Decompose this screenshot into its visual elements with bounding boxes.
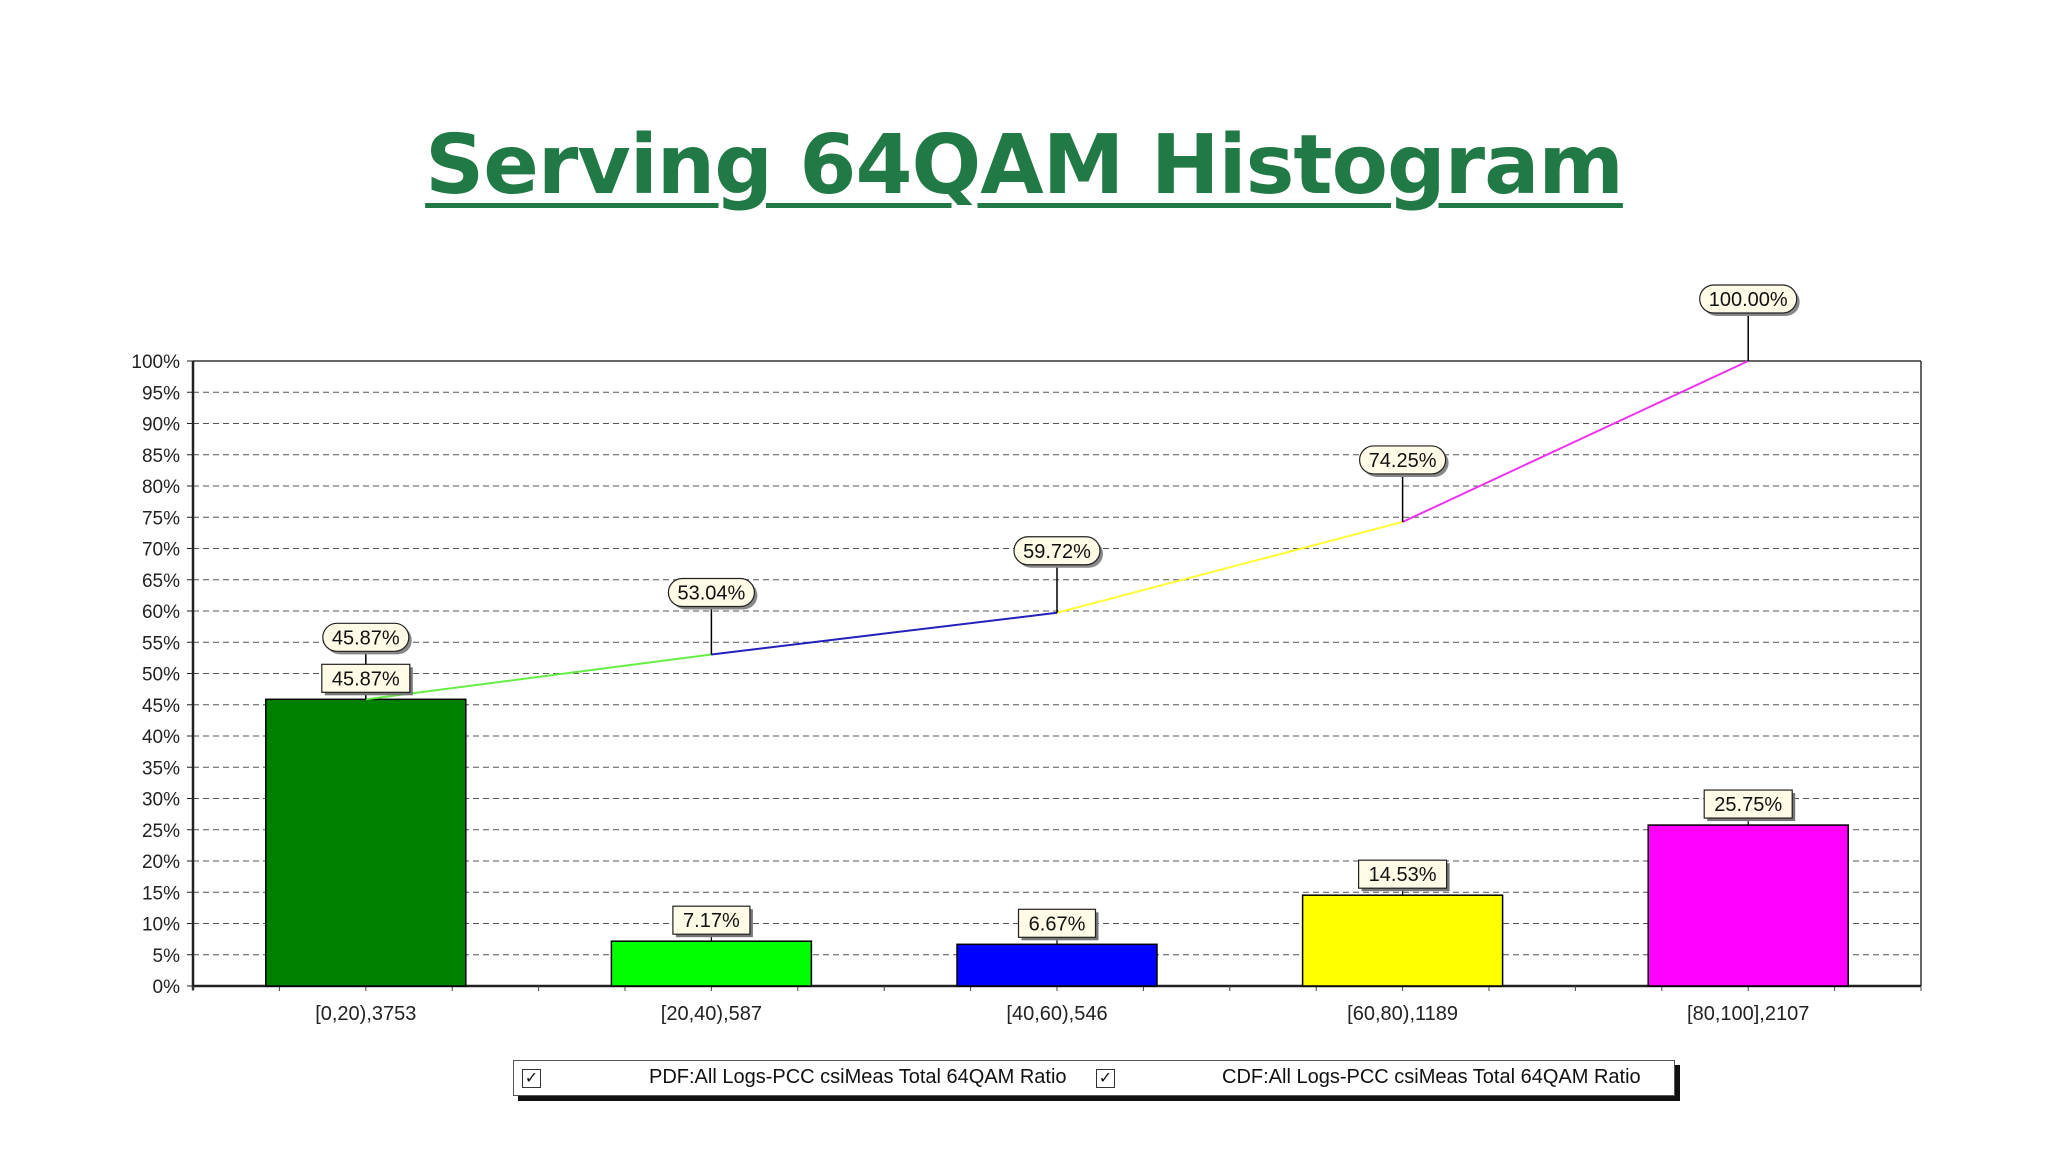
y-tick-label: 70% [142, 540, 180, 561]
y-tick-label: 40% [142, 727, 180, 748]
cdf-data-label: 59.72% [1023, 541, 1091, 563]
cdf-data-label: 100.00% [1709, 289, 1788, 311]
pdf-data-label: 45.87% [332, 668, 400, 690]
cdf-label-box [1013, 536, 1101, 566]
y-tick-label: 80% [142, 477, 180, 498]
x-category-label: [20,40),587 [661, 1003, 762, 1025]
y-tick-label: 55% [142, 633, 180, 654]
pdf-legend-label: PDF:All Logs-PCC csiMeas Total 64QAM Rat… [649, 1066, 1067, 1088]
pdf-label-box [1017, 908, 1097, 938]
cdf-data-label: 53.04% [677, 583, 745, 605]
x-category-label: [0,20),3753 [315, 1003, 416, 1025]
pdf-bar[interactable] [610, 940, 813, 987]
cdf-data-label: 74.25% [1369, 450, 1437, 472]
y-tick-label: 75% [142, 508, 180, 529]
y-tick-label: 60% [142, 602, 180, 623]
y-tick-label: 85% [142, 446, 180, 467]
cdf-data-label: 45.87% [332, 627, 400, 649]
pdf-bar[interactable] [265, 698, 467, 987]
y-tick-label: 10% [142, 915, 180, 936]
cdf-legend-checkbox[interactable]: ✓ [1096, 1069, 1115, 1088]
y-tick-label: 35% [142, 758, 180, 779]
y-tick-label: 50% [142, 665, 180, 686]
y-tick-label: 25% [142, 821, 180, 842]
pdf-label-box [1357, 859, 1448, 889]
y-tick-label: 100% [131, 352, 180, 373]
y-tick-label: 45% [142, 696, 180, 717]
cdf-legend-label: CDF:All Logs-PCC csiMeas Total 64QAM Rat… [1222, 1066, 1641, 1088]
y-tick-label: 95% [142, 383, 180, 404]
chart-legend: ✓ PDF:All Logs-PCC csiMeas Total 64QAM R… [513, 1060, 1675, 1096]
pdf-bar[interactable] [956, 943, 1158, 987]
pdf-data-label: 14.53% [1369, 864, 1437, 886]
cdf-line-segment [365, 653, 712, 701]
cdf-label-box [667, 577, 756, 608]
x-category-label: [40,60),546 [1006, 1003, 1107, 1025]
cdf-line-segment [1402, 360, 1749, 523]
cdf-line-segment [1056, 520, 1403, 614]
pdf-label-box [672, 905, 751, 935]
pdf-data-label: 7.17% [683, 910, 740, 932]
y-tick-label: 20% [142, 852, 180, 873]
y-tick-label: 65% [142, 571, 180, 592]
y-tick-label: 0% [153, 977, 181, 998]
pdf-data-label: 25.75% [1714, 794, 1782, 816]
x-category-label: [60,80),1189 [1347, 1003, 1458, 1025]
cdf-label-box [322, 622, 410, 652]
y-tick-label: 90% [142, 415, 180, 436]
slide-title: Serving 64QAM Histogram [425, 118, 1624, 213]
cdf-line-segment [711, 611, 1058, 656]
pdf-data-label: 6.67% [1029, 913, 1086, 935]
cdf-label-box [1358, 445, 1447, 475]
pdf-bar[interactable] [1301, 894, 1504, 987]
pdf-label-box [1703, 789, 1793, 819]
pdf-legend-checkbox[interactable]: ✓ [522, 1069, 541, 1088]
y-tick-label: 15% [142, 883, 180, 904]
y-tick-label: 30% [142, 790, 180, 811]
pdf-bar[interactable] [1647, 824, 1849, 987]
x-category-label: [80,100],2107 [1687, 1003, 1809, 1025]
y-tick-label: 5% [153, 946, 181, 967]
cdf-label-box [1699, 284, 1798, 314]
pdf-label-box [321, 663, 411, 693]
